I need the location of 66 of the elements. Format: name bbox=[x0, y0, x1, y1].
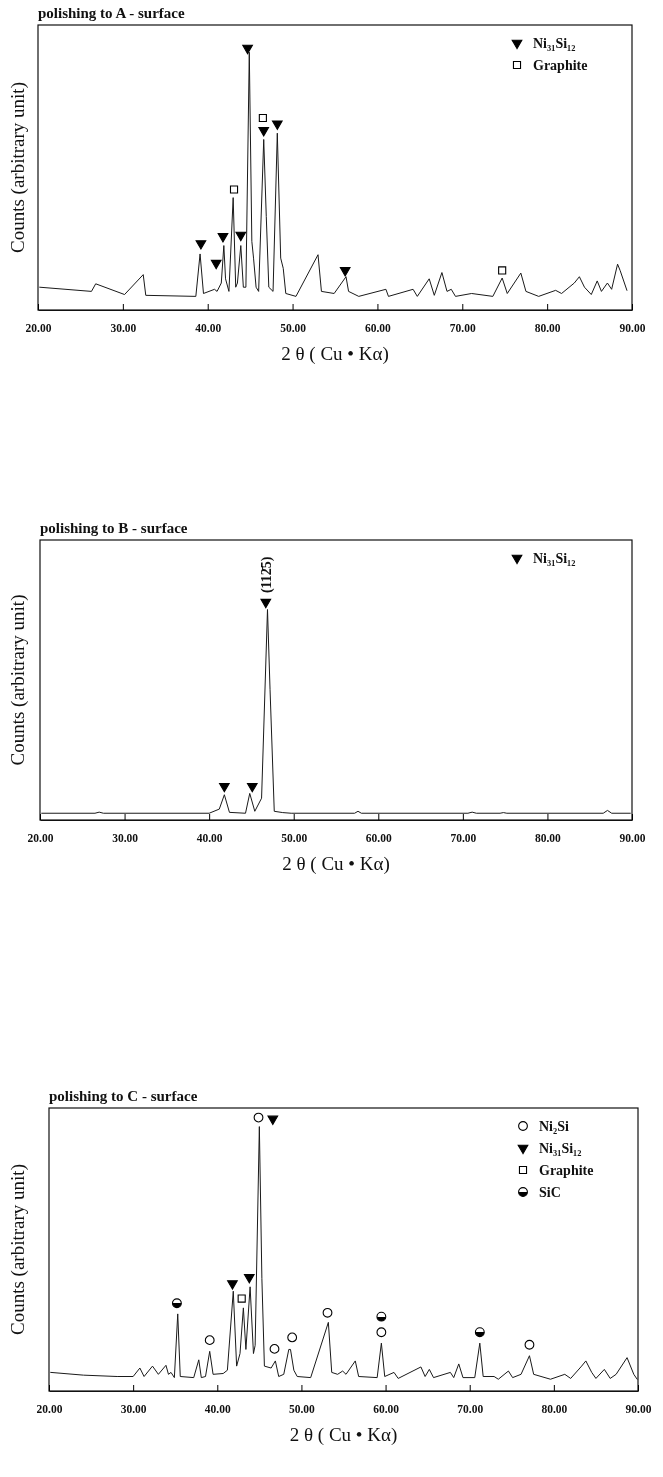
legend-label: Ni₃₁Si₁₂ bbox=[539, 1141, 582, 1156]
chart-title: polishing to A - surface bbox=[38, 5, 186, 21]
y-axis-title: Counts (arbitrary unit) bbox=[7, 1164, 29, 1335]
point bbox=[258, 126, 270, 137]
x-axis-title: 2 θ ( Cu • Kα) bbox=[282, 853, 390, 875]
legend-label: Graphite bbox=[533, 58, 588, 73]
x-tick-label: 60.00 bbox=[373, 1403, 400, 1416]
legend-label: SiC bbox=[539, 1185, 561, 1200]
y-axis-title: Counts (arbitrary unit) bbox=[7, 594, 29, 766]
point bbox=[204, 1335, 215, 1346]
point bbox=[474, 1327, 485, 1338]
x-tick-label: 80.00 bbox=[541, 1403, 568, 1416]
x-tick-label: 50.00 bbox=[281, 832, 308, 845]
x-tick-label: 30.00 bbox=[110, 322, 137, 335]
x-tick-label: 50.00 bbox=[288, 1403, 316, 1416]
x-tick-label: 40.00 bbox=[195, 322, 222, 335]
chart-title: polishing to B - surface bbox=[40, 520, 188, 536]
point bbox=[269, 1343, 280, 1354]
x-axis-title: 2 θ ( Cu • Kα) bbox=[281, 343, 389, 365]
annotation: (112̄5) bbox=[258, 556, 275, 594]
x-tick-label: 70.00 bbox=[449, 322, 476, 335]
x-tick-label: 90.00 bbox=[619, 832, 646, 845]
point bbox=[322, 1307, 333, 1318]
x-tick-label: 80.00 bbox=[534, 322, 561, 335]
point bbox=[253, 1112, 264, 1123]
y-axis-title: Counts (arbitrary unit) bbox=[7, 82, 29, 253]
point bbox=[271, 120, 283, 130]
point bbox=[242, 44, 253, 55]
point bbox=[524, 1339, 535, 1350]
x-tick-label: 60.00 bbox=[364, 322, 392, 335]
point bbox=[258, 113, 267, 123]
x-tick-label: 50.00 bbox=[280, 322, 307, 335]
point bbox=[339, 267, 351, 277]
point bbox=[217, 233, 229, 243]
chart-title: polishing to C - surface bbox=[49, 1088, 198, 1104]
x-tick-label: 20.00 bbox=[27, 832, 54, 845]
x-tick-label: 60.00 bbox=[365, 832, 392, 845]
point bbox=[287, 1332, 298, 1343]
point bbox=[498, 266, 507, 275]
x-tick-label: 90.00 bbox=[619, 322, 646, 335]
point bbox=[210, 259, 222, 270]
point bbox=[376, 1311, 387, 1322]
point bbox=[227, 1280, 238, 1290]
x-tick-label: 40.00 bbox=[196, 832, 223, 845]
x-tick-label: 20.00 bbox=[25, 322, 52, 335]
point bbox=[195, 240, 207, 250]
point bbox=[237, 1294, 246, 1303]
x-tick-label: 70.00 bbox=[457, 1403, 484, 1416]
x-tick-label: 40.00 bbox=[204, 1403, 231, 1416]
legend-label: Graphite bbox=[539, 1163, 594, 1178]
point bbox=[171, 1298, 182, 1309]
x-tick-label: 30.00 bbox=[112, 832, 139, 845]
point bbox=[267, 1115, 279, 1126]
legend-label: Ni₃₁Si₁₂ bbox=[533, 551, 576, 566]
legend-label: Ni₃₁Si₁₂ bbox=[533, 36, 576, 51]
x-tick-label: 70.00 bbox=[450, 832, 477, 845]
x-axis-title: 2 θ ( Cu • Kα) bbox=[289, 1424, 398, 1446]
legend-label: Ni₂Si bbox=[539, 1119, 569, 1134]
x-tick-label: 20.00 bbox=[36, 1403, 63, 1416]
point bbox=[235, 231, 247, 242]
point bbox=[243, 1273, 255, 1284]
x-tick-label: 90.00 bbox=[625, 1403, 652, 1416]
point bbox=[229, 185, 239, 194]
x-tick-label: 80.00 bbox=[534, 832, 562, 845]
point bbox=[376, 1327, 387, 1338]
x-tick-label: 30.00 bbox=[120, 1403, 147, 1416]
